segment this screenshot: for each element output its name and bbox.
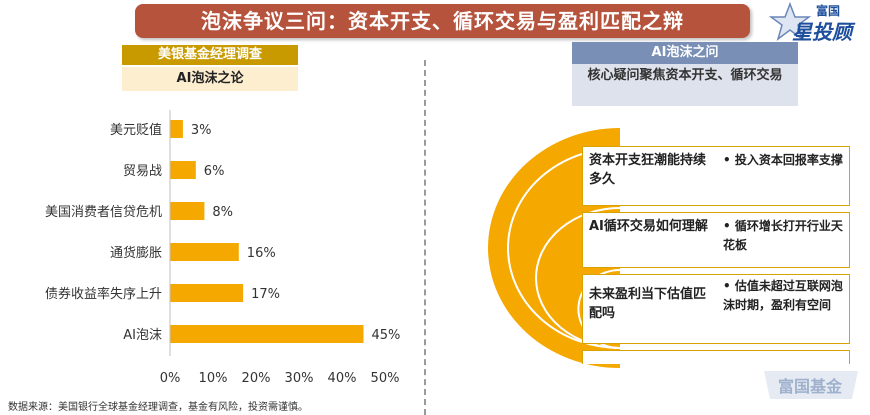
category-label: 美元贬值 <box>110 122 162 138</box>
logo-text-2: 星投顾 <box>792 20 852 44</box>
divider-line <box>424 60 426 415</box>
x-tick-label: 10% <box>199 371 228 386</box>
x-tick-label: 20% <box>242 371 271 386</box>
bar <box>170 161 196 179</box>
answer-3-text: • 估值未超过互联网泡沫时期，盈利有空间 <box>723 279 843 312</box>
question-3-text: 未来盈利当下估值匹配吗 <box>589 287 707 321</box>
category-label: 贸易战 <box>123 164 162 179</box>
value-label: 3% <box>191 123 212 138</box>
question-2-text: AI循环交易如何理解 <box>589 219 708 234</box>
logo-text-1: 富国 <box>816 4 841 18</box>
category-label: AI泡沫 <box>123 328 162 343</box>
bar-chart: 美元贬值 3% 贸易战 6% 美国消费者信贷危机 8% 通货膨胀 16% 债券收益率失序上升 17… <box>45 110 401 386</box>
x-tick-label: 40% <box>328 371 357 386</box>
bar <box>170 202 205 220</box>
category-label: 通货膨胀 <box>110 245 162 261</box>
question-row-4 <box>582 350 850 364</box>
question-row-1: 资本开支狂潮能持续多久 • 投入资本回报率支撑 <box>582 146 850 206</box>
x-tick-label: 50% <box>371 371 400 386</box>
question-1-text: 资本开支狂潮能持续多久 <box>589 153 707 187</box>
watermark-shield-icon <box>764 371 858 399</box>
value-label: 17% <box>251 287 280 302</box>
watermark-text: 富国基金 <box>778 377 843 396</box>
question-header: AI泡沫之问 <box>572 42 798 64</box>
answer-1-text: • 投入资本回报率支撑 <box>723 153 843 167</box>
bar <box>170 284 244 302</box>
bar <box>170 120 183 138</box>
survey-subheader: AI泡沫之论 <box>122 67 298 91</box>
value-label: 8% <box>212 205 233 220</box>
watermark: 富国基金 <box>756 365 866 405</box>
source-note: 数据来源：美国银行全球基金经理调查，基金有风险，投资需谨慎。 <box>8 402 308 413</box>
question-row-3: 未来盈利当下估值匹配吗 • 估值未超过互联网泡沫时期，盈利有空间 <box>582 274 850 344</box>
value-label: 6% <box>204 164 225 179</box>
bar <box>170 243 239 261</box>
answer-2-text: • 循环增长打开行业天花板 <box>723 219 843 252</box>
question-subheader: 核心疑问聚焦资本开支、循环交易 <box>572 64 798 106</box>
category-label: 债券收益率失序上升 <box>45 286 162 302</box>
value-label: 45% <box>372 328 401 343</box>
x-tick-label: 0% <box>160 371 181 386</box>
category-label: 美国消费者信贷危机 <box>45 205 162 220</box>
page-title-banner: 泡沫争议三问：资本开支、循环交易与盈利匹配之辩 <box>135 4 750 38</box>
survey-header: 美银基金经理调查 <box>122 45 298 65</box>
question-row-2: AI循环交易如何理解 • 循环增长打开行业天花板 <box>582 212 850 268</box>
brand-logo: 富国 星投顾 <box>768 0 868 44</box>
value-label: 16% <box>247 246 276 261</box>
bar <box>170 325 364 343</box>
star-logo-icon <box>768 1 812 41</box>
x-tick-label: 30% <box>285 371 314 386</box>
